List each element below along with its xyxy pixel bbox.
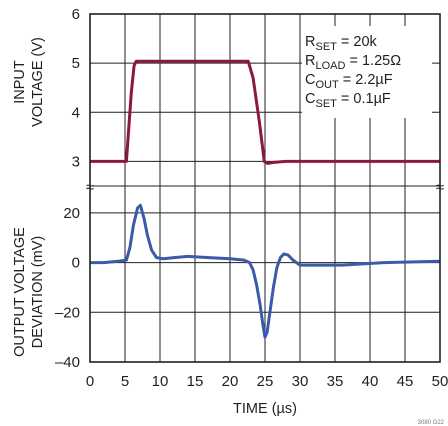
- plot-border: [89, 13, 441, 363]
- bottom-y-tick-label-3: –40: [55, 354, 80, 371]
- x-tick-label-9: 45: [397, 373, 414, 390]
- top-y-tick-label-0: 3: [72, 153, 80, 170]
- plot-frame: [89, 13, 441, 363]
- annotation-background: [302, 26, 432, 118]
- x-tick-label-8: 40: [362, 373, 379, 390]
- x-tick-label-5: 25: [257, 373, 274, 390]
- x-tick-label-3: 15: [187, 373, 204, 390]
- x-tick-label-4: 20: [222, 373, 239, 390]
- annotation-line-0: RSET = 20k: [305, 34, 378, 53]
- bottom-y-tick-label-1: 0: [72, 255, 80, 272]
- series-layer: [90, 59, 441, 339]
- top-ylabel-line-2: VOLTAGE (V): [30, 37, 46, 127]
- bottom-y-tick-label-2: –20: [55, 304, 80, 321]
- top-y-tick-label-2: 5: [72, 55, 80, 72]
- annotation-line-1: RLOAD = 1.25Ω: [305, 53, 401, 72]
- bottom-y-tick-label-0: 20: [63, 205, 80, 222]
- x-axis-label: TIME (µs): [233, 401, 297, 417]
- x-tick-label-2: 10: [152, 373, 169, 390]
- input-voltage-line: [90, 59, 440, 165]
- top-ylabel-line-1: INPUT: [12, 60, 28, 104]
- annotation-line-3: CSET = 0.1µF: [305, 91, 391, 110]
- top-y-tick-label-1: 4: [72, 104, 80, 121]
- figure-code: 3080 G22: [418, 420, 445, 426]
- x-tick-label-0: 0: [86, 373, 94, 390]
- annotation-line-2: COUT = 2.2µF: [305, 72, 393, 91]
- x-tick-label-7: 35: [327, 373, 344, 390]
- axis-break-left: ≈: [86, 179, 94, 196]
- bottom-ylabel-line-2: DEVIATION (mV): [30, 236, 46, 349]
- bottom-ylabel-line-1: OUTPUT VOLTAGE: [12, 227, 28, 357]
- x-tick-label-6: 30: [292, 373, 309, 390]
- x-tick-label-1: 5: [121, 373, 129, 390]
- top-y-tick-label-3: 6: [72, 6, 80, 23]
- axis-break-right: ≈: [436, 179, 444, 196]
- output-deviation-line: [90, 203, 441, 339]
- x-tick-label-10: 50: [432, 373, 448, 390]
